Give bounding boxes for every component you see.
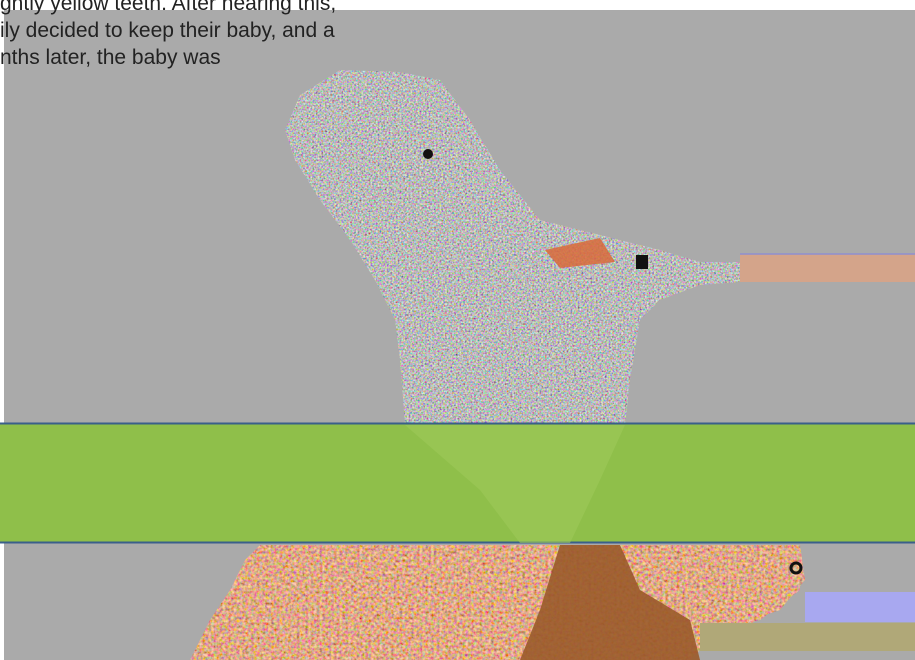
figure-skin-brown (520, 545, 700, 660)
red-streak (545, 238, 615, 268)
story-line: ily decided to keep their baby, and a (0, 19, 335, 42)
dark-mark (636, 255, 648, 269)
stripe-peach (740, 254, 915, 282)
stripe-olive (700, 623, 915, 651)
stripe-lavender (805, 592, 915, 622)
figure-upper (285, 70, 740, 425)
dark-mark (789, 561, 803, 575)
story-text: ghtly yellow teeth. After hearing this, … (0, 0, 468, 71)
band-figure-ghost (405, 425, 625, 543)
story-line: nths later, the baby was (0, 46, 221, 69)
glitch-figure (190, 70, 805, 660)
dark-mark (423, 149, 433, 159)
story-line: ghtly yellow teeth. After hearing this, (0, 0, 337, 15)
